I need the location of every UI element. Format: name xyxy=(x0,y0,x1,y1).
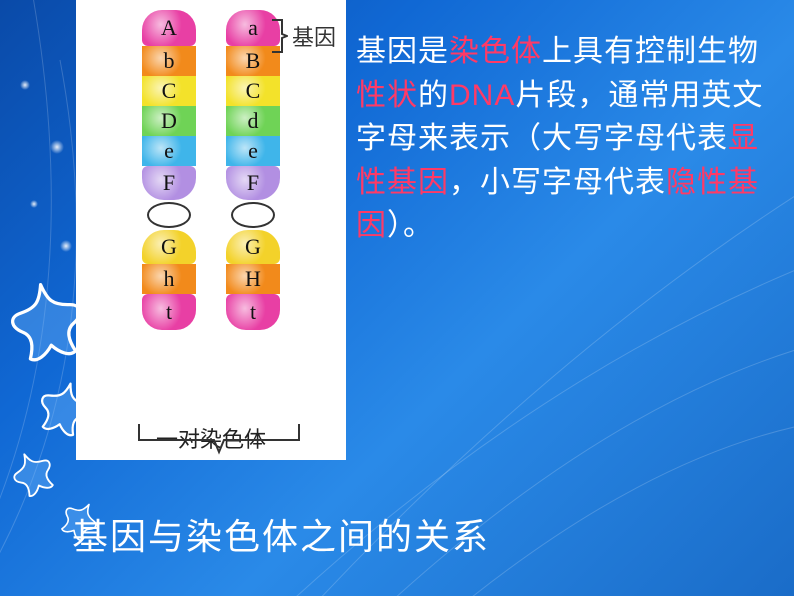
sparkle-icon xyxy=(50,140,64,154)
gene-segment: C xyxy=(142,76,196,106)
gene-segment: H xyxy=(226,264,280,294)
gene-label: 基因 xyxy=(292,20,336,52)
gene-segment: G xyxy=(142,230,196,264)
gene-segment: d xyxy=(226,106,280,136)
chromosome-1: AbCDeFGht xyxy=(142,10,196,380)
gene-segment: D xyxy=(142,106,196,136)
gene-segment: e xyxy=(142,136,196,166)
sparkle-icon xyxy=(30,200,38,208)
gene-segment: h xyxy=(142,264,196,294)
centromere xyxy=(147,202,191,228)
gene-segment: A xyxy=(142,10,196,46)
gene-segment: F xyxy=(142,166,196,200)
explanation-text: 基因是染色体上具有控制生物性状的DNA片段，通常用英文字母来表示（大写字母代表显… xyxy=(356,30,786,248)
sparkle-icon xyxy=(60,240,72,252)
gene-segment: F xyxy=(226,166,280,200)
gene-segment: C xyxy=(226,76,280,106)
sparkle-icon xyxy=(20,80,30,90)
gene-segment: G xyxy=(226,230,280,264)
chromosome-diagram: 基因 AbCDeFGhtaBCdeFGHt 一对染色体 xyxy=(76,0,346,460)
slide-title: 基因与染色体之间的关系 xyxy=(72,508,490,560)
chromosome-2: aBCdeFGHt xyxy=(226,10,280,380)
centromere xyxy=(231,202,275,228)
star-icon xyxy=(10,450,56,501)
gene-label-bracket: 基因 xyxy=(270,18,336,54)
pair-bracket: 一对染色体 xyxy=(84,422,338,494)
gene-segment: t xyxy=(226,294,280,330)
gene-segment: b xyxy=(142,46,196,76)
gene-segment: e xyxy=(226,136,280,166)
gene-segment: t xyxy=(142,294,196,330)
